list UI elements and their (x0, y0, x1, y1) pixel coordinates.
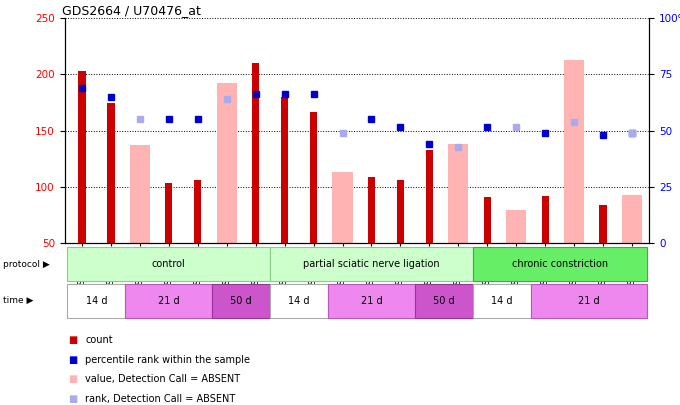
Bar (368, 177, 375, 243)
Text: 21 d: 21 d (360, 296, 382, 306)
Bar (130, 145, 150, 243)
Bar (333, 172, 353, 243)
Bar (194, 180, 201, 243)
Bar (541, 196, 549, 243)
Bar (78, 71, 86, 243)
Bar (397, 180, 404, 243)
Text: rank, Detection Call = ABSENT: rank, Detection Call = ABSENT (85, 394, 235, 403)
Bar (473, 247, 647, 281)
Text: partial sciatic nerve ligation: partial sciatic nerve ligation (303, 259, 440, 269)
Text: count: count (85, 335, 113, 345)
Text: 21 d: 21 d (158, 296, 180, 306)
Bar (165, 183, 173, 243)
Text: value, Detection Call = ABSENT: value, Detection Call = ABSENT (85, 374, 240, 384)
Text: 50 d: 50 d (231, 296, 252, 306)
Bar (483, 197, 491, 243)
Text: ■: ■ (68, 374, 78, 384)
Bar (530, 284, 647, 318)
Text: chronic constriction: chronic constriction (511, 259, 608, 269)
Text: time ▶: time ▶ (3, 296, 34, 305)
Bar (270, 284, 328, 318)
Bar (212, 284, 270, 318)
Bar (473, 284, 530, 318)
Text: 21 d: 21 d (578, 296, 599, 306)
Bar (564, 60, 584, 243)
Text: ■: ■ (68, 335, 78, 345)
Bar (67, 284, 125, 318)
Text: 14 d: 14 d (491, 296, 513, 306)
Bar (622, 195, 642, 243)
Bar (107, 102, 114, 243)
Text: 14 d: 14 d (288, 296, 310, 306)
Bar (600, 205, 607, 243)
Bar (125, 284, 212, 318)
Bar (448, 144, 469, 243)
Text: ■: ■ (68, 355, 78, 364)
Text: 14 d: 14 d (86, 296, 107, 306)
Bar (281, 97, 288, 243)
Text: percentile rank within the sample: percentile rank within the sample (85, 355, 250, 364)
Text: control: control (152, 259, 186, 269)
Text: 50 d: 50 d (433, 296, 455, 306)
Bar (426, 150, 433, 243)
Text: ■: ■ (68, 394, 78, 403)
Bar (217, 83, 237, 243)
Bar (252, 63, 259, 243)
Bar (310, 111, 317, 243)
Text: protocol ▶: protocol ▶ (3, 260, 50, 269)
Bar (328, 284, 415, 318)
Bar (415, 284, 473, 318)
Bar (506, 211, 526, 243)
Bar (270, 247, 473, 281)
Text: GDS2664 / U70476_at: GDS2664 / U70476_at (62, 4, 201, 17)
Bar (67, 247, 270, 281)
